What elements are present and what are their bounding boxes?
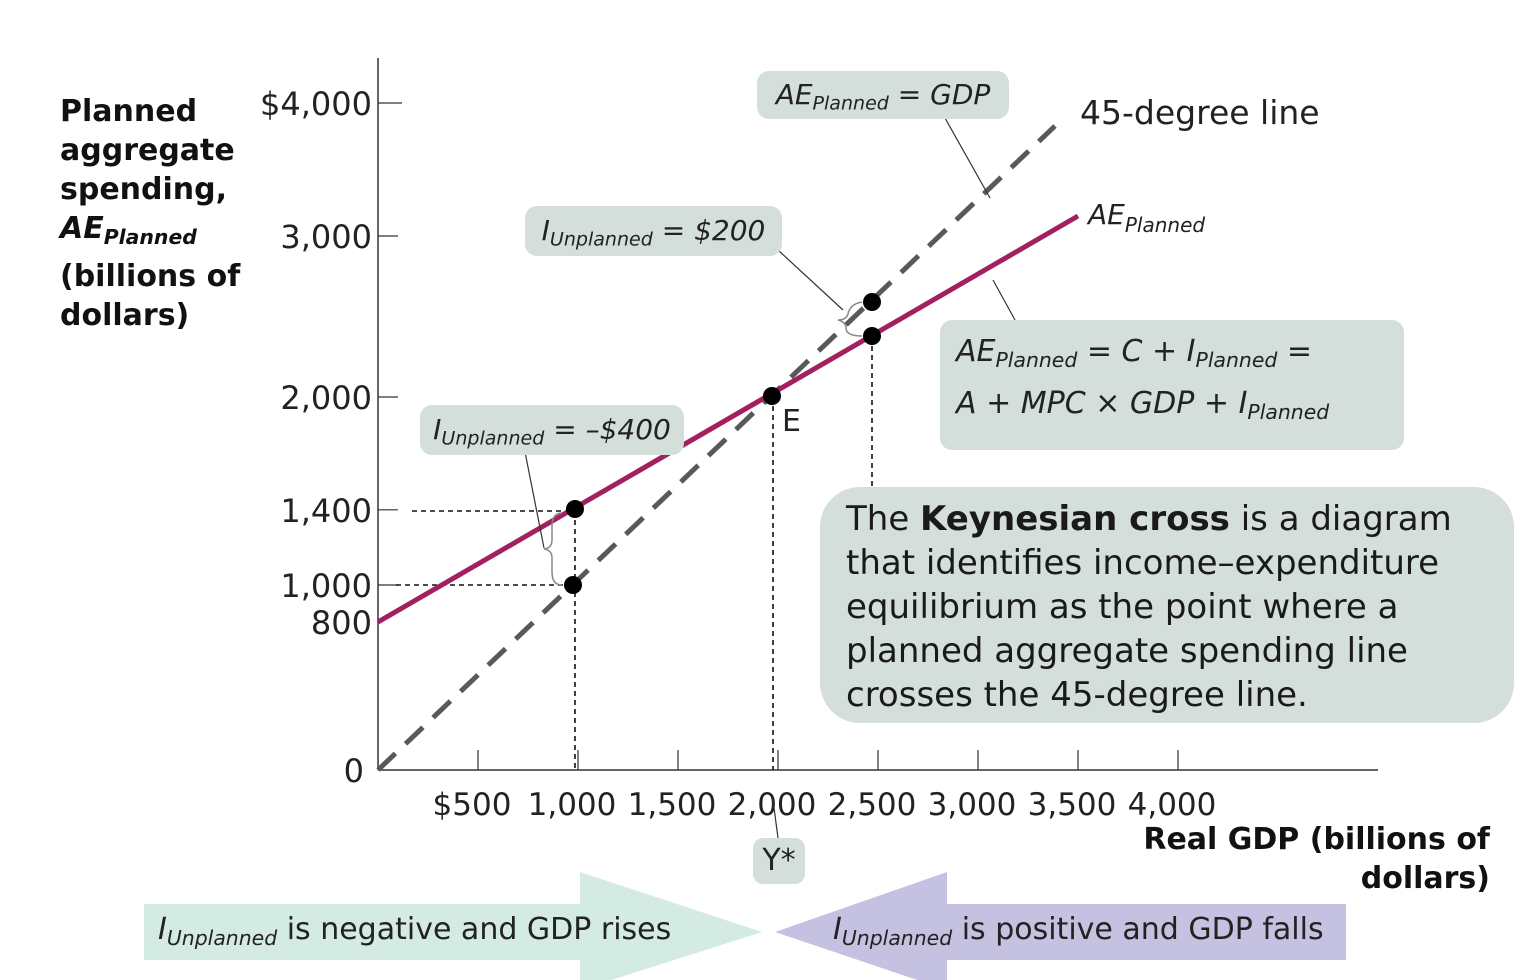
x-axis-title-line: Real GDP (billions of xyxy=(1143,822,1490,857)
keynesian-cross-callout: The Keynesian cross is a diagram that id… xyxy=(820,487,1514,723)
arrow-gdp-falls xyxy=(775,872,1346,980)
leader-ae-gdp xyxy=(944,117,991,199)
arrow-right-text: IUnplanned is positive and GDP falls xyxy=(833,912,1324,951)
y-axis-title-line: dollars) xyxy=(60,298,190,334)
y-tick-label: 3,000 xyxy=(280,218,372,256)
leader-ystar xyxy=(772,799,779,839)
forty-five-line-label: 45-degree line xyxy=(1080,93,1320,132)
y-axis-title-line: aggregate xyxy=(60,133,235,168)
arrow-gdp-rises xyxy=(144,872,762,980)
x-tick-label: $500 xyxy=(433,787,512,823)
x-tick-label: 1,000 xyxy=(528,787,617,823)
equation-line-2: A + MPC × GDP + IPlanned xyxy=(956,386,1330,425)
data-point xyxy=(863,293,881,311)
ae-line-label: AEPlanned xyxy=(1086,198,1205,237)
bubble-unplanned-negative: IUnplanned = –$400 xyxy=(420,405,684,455)
data-point xyxy=(566,500,584,518)
data-point xyxy=(763,387,781,405)
x-tick-label: 4,000 xyxy=(1128,787,1217,823)
y-tick-label: 1,000 xyxy=(280,567,372,605)
arrow-left-text: IUnplanned is negative and GDP rises xyxy=(158,912,672,951)
x-tick-label: 3,500 xyxy=(1028,787,1117,823)
y-axis-title-line: Planned xyxy=(60,94,198,129)
leader-ae-equation xyxy=(992,279,1016,321)
data-point xyxy=(564,576,582,594)
y-axis-title-line: spending, xyxy=(60,172,228,207)
x-tick-label: 1,500 xyxy=(628,787,717,823)
y-tick-label: 0 xyxy=(344,752,364,790)
x-axis-title-line: dollars) xyxy=(1360,861,1490,896)
x-tick-label: 2,000 xyxy=(728,787,817,823)
equation-line-1: AEPlanned = C + IPlanned = xyxy=(956,334,1313,373)
bubble-ae-equation: AEPlanned = C + IPlanned = A + MPC × GDP… xyxy=(940,320,1404,450)
forty-five-degree-line xyxy=(376,124,1057,772)
x-tick-label: 2,500 xyxy=(828,787,917,823)
data-point xyxy=(863,327,881,345)
y-axis-title: Planned aggregate spending, AEPlanned (b… xyxy=(60,92,240,335)
y-tick-label: 2,000 xyxy=(280,379,372,417)
brace-unplanned-neg xyxy=(543,512,563,586)
brace-unplanned-pos xyxy=(837,301,863,337)
y-axis-title-line: (billions of xyxy=(60,259,241,295)
equilibrium-label: E xyxy=(782,404,801,439)
y-axis-title-symbol: AEPlanned xyxy=(60,211,197,250)
x-axis-title: Real GDP (billions of dollars) xyxy=(1143,820,1490,898)
x-tick-label: 3,000 xyxy=(928,787,1017,823)
leader-unplanned-neg xyxy=(524,451,545,549)
leader-unplanned-pos xyxy=(777,249,844,311)
y-tick-label: $4,000 xyxy=(260,85,372,123)
y-tick-label: 800 xyxy=(311,604,372,642)
y-star-label: Y* xyxy=(753,838,805,884)
y-tick-label: 1,400 xyxy=(280,492,372,530)
ae-planned-line xyxy=(376,213,1080,625)
bubble-unplanned-positive: IUnplanned = $200 xyxy=(525,206,782,256)
bubble-ae-equals-gdp: AEPlanned = GDP xyxy=(757,71,1009,119)
